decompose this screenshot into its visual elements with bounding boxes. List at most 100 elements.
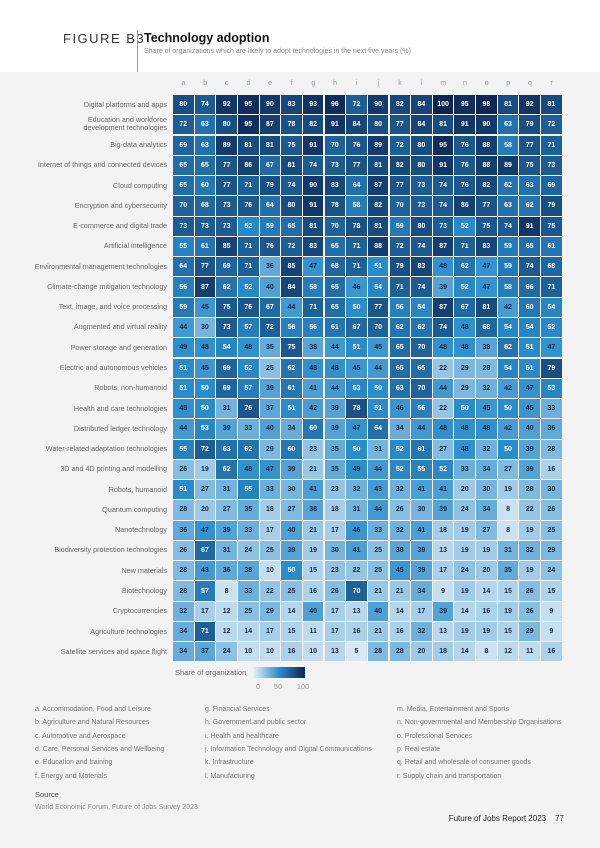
heatmap-cell: 65 (281, 216, 302, 236)
heatmap-cell: 28 (173, 581, 194, 601)
heatmap-cell: 14 (237, 622, 259, 642)
heatmap-cell: 29 (454, 378, 476, 398)
heatmap-cell: 45 (367, 338, 389, 358)
heatmap-cell: 83 (411, 257, 432, 277)
heatmap-cell: 19 (497, 480, 519, 500)
row-label: Power storage and generation (70, 342, 167, 352)
heatmap-cell: 63 (194, 115, 216, 135)
heatmap-cell: 39 (519, 459, 540, 480)
heatmap-cell: 14 (389, 601, 411, 621)
heatmap-cell: 61 (194, 236, 216, 257)
heatmap-cell: 100 (432, 95, 454, 115)
heatmap-cell: 29 (454, 358, 476, 378)
heatmap-cell: 86 (237, 155, 259, 175)
heatmap-cell: 11 (519, 642, 540, 662)
heatmap-cell: 70 (411, 378, 432, 398)
heatmap-cell: 64 (173, 257, 194, 277)
heatmap-cell: 36 (216, 561, 237, 581)
heatmap-cell: 42 (497, 297, 519, 317)
heatmap-cell: 55 (237, 480, 259, 500)
heatmap-cell: 33 (237, 520, 259, 540)
heatmap-cell: 74 (432, 317, 454, 338)
heatmap-cell: 39 (411, 540, 432, 561)
heatmap-cell: 76 (454, 176, 476, 196)
heatmap-cell: 70 (389, 196, 411, 216)
heatmap-cell: 39 (259, 378, 281, 398)
heatmap-cell: 56 (389, 297, 411, 317)
column-label: c (225, 80, 229, 87)
heatmap-cell: 77 (389, 115, 411, 135)
heatmap-cell: 79 (259, 176, 281, 196)
heatmap-cell: 27 (497, 459, 519, 480)
heatmap-cell: 19 (454, 540, 476, 561)
heatmap-cell: 22 (519, 500, 540, 520)
heatmap-cell: 51 (281, 399, 302, 419)
heatmap-cell: 31 (367, 439, 389, 459)
heatmap-cell: 76 (454, 155, 476, 175)
heatmap-cell: 39 (432, 601, 454, 621)
sector-key-item: i. Health and healthcare (205, 732, 279, 740)
heatmap-cell: 27 (432, 439, 454, 459)
heatmap-cell: 16 (541, 459, 562, 480)
heatmap-cell: 51 (519, 358, 540, 378)
heatmap-cell: 56 (281, 317, 302, 338)
sector-key-item: j. Information Technology and Digital Co… (205, 745, 372, 753)
heatmap-cell: 24 (216, 642, 237, 662)
heatmap-cell: 82 (389, 95, 411, 115)
heatmap-cell: 19 (476, 622, 497, 642)
row-label: Quantum computing (102, 504, 167, 514)
heatmap-cell: 28 (389, 642, 411, 662)
heatmap-cell: 34 (389, 419, 411, 439)
row-label: Cloud computing (113, 180, 167, 190)
heatmap-cell: 8 (497, 500, 519, 520)
page-number: 77 (555, 814, 564, 823)
heatmap-cell: 28 (476, 358, 497, 378)
heatmap-cell: 59 (259, 216, 281, 236)
heatmap-cell: 64 (259, 196, 281, 216)
heatmap-cell: 73 (411, 196, 432, 216)
heatmap-cell: 73 (216, 196, 237, 216)
heatmap-cell: 21 (302, 520, 324, 540)
row-label: Big-data analytics (110, 140, 167, 150)
heatmap-cell: 17 (432, 561, 454, 581)
heatmap-cell: 34 (281, 419, 302, 439)
heatmap-cell: 19 (454, 520, 476, 540)
heatmap-cell: 31 (497, 540, 519, 561)
heatmap-cell: 29 (259, 601, 281, 621)
page-footer: Future of Jobs Report 2023 77 (440, 814, 564, 823)
heatmap-cell: 75 (216, 297, 237, 317)
heatmap-cell: 85 (281, 257, 302, 277)
sector-key-item: m. Media, Entertainment and Sports (397, 706, 510, 713)
sector-key-item: p. Real estate (397, 745, 441, 753)
heatmap-cell: 47 (194, 520, 216, 540)
heatmap-cell: 46 (389, 399, 411, 419)
heatmap-cell: 48 (454, 439, 476, 459)
heatmap-cell: 63 (519, 176, 540, 196)
heatmap-cell: 62 (237, 439, 259, 459)
heatmap-cell: 52 (541, 317, 562, 338)
sector-key-item: r. Supply chain and transportation (397, 772, 502, 780)
heatmap-cell: 27 (216, 500, 237, 520)
heatmap-cell: 47 (259, 459, 281, 480)
heatmap-cell: 88 (476, 155, 497, 175)
heatmap-cell: 30 (281, 480, 302, 500)
heatmap-cell: 77 (476, 196, 497, 216)
heatmap-cell: 69 (216, 378, 237, 398)
heatmap-cell: 67 (346, 317, 367, 338)
heatmap-cell: 20 (454, 480, 476, 500)
heatmap-cell: 33 (237, 419, 259, 439)
heatmap-cell: 40 (259, 277, 281, 297)
heatmap-cell: 74 (281, 176, 302, 196)
heatmap-cell: 25 (237, 601, 259, 621)
heatmap-cell: 21 (389, 581, 411, 601)
heatmap-cell: 75 (281, 135, 302, 155)
heatmap-cell: 45 (389, 561, 411, 581)
source-text: World Economic Forum, Future of Jobs Sur… (35, 804, 200, 811)
heatmap-cell: 85 (216, 236, 237, 257)
row-label: Artificial intelligence (103, 241, 167, 251)
heatmap-cell: 56 (302, 317, 324, 338)
heatmap-cell: 75 (541, 216, 562, 236)
heatmap-cell: 61 (411, 439, 432, 459)
legend-tick: 0 (255, 682, 261, 691)
heatmap-cell: 26 (519, 581, 540, 601)
